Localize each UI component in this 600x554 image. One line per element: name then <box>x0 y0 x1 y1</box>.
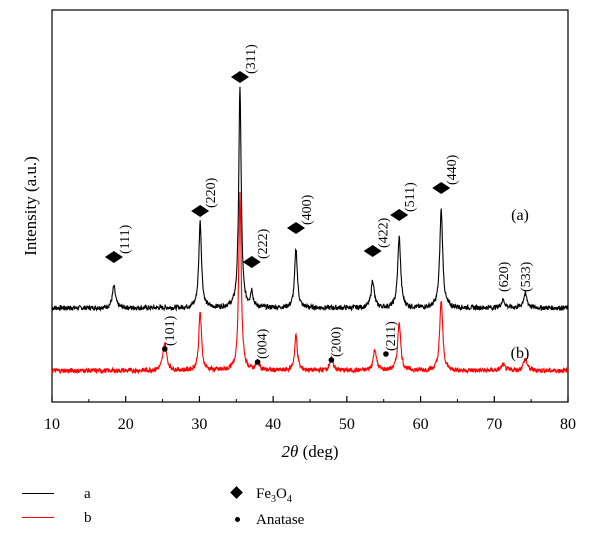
anatase-dot-marker <box>328 357 335 363</box>
series-line-b <box>51 191 569 375</box>
legend-label-a: a <box>84 486 91 502</box>
x-tick-label: 70 <box>486 416 502 433</box>
fe3o4-diamond-marker <box>363 245 382 257</box>
fe3o4-diamond-marker <box>104 251 123 263</box>
fe3o4-diamond-marker <box>390 209 409 221</box>
fe3o4-diamond-marker <box>286 222 305 234</box>
series-line-a <box>51 86 569 312</box>
anatase-dot-marker <box>383 351 389 357</box>
diamond-marker-icon <box>230 486 243 499</box>
peak-label: (440) <box>445 154 460 185</box>
anatase-dot-marker <box>254 359 261 365</box>
peak-label: (200) <box>329 326 344 357</box>
peak-label: (222) <box>256 228 271 259</box>
peak-label: (311) <box>244 44 259 74</box>
legend-label-b: b <box>84 510 92 526</box>
fe3o4-diamond-marker <box>242 256 261 268</box>
peak-label: (620) <box>497 261 512 292</box>
peak-label: (422) <box>377 217 392 248</box>
peak-label: (533) <box>519 261 534 292</box>
x-axis-label: 2θ (deg) <box>282 442 339 460</box>
legend-label-fe3o4: Fe3O4 <box>256 486 292 505</box>
fe3o4-diamond-marker <box>191 205 210 217</box>
peak-label: (004) <box>256 328 271 359</box>
peak-label: (111) <box>118 224 133 254</box>
peak-label: (400) <box>300 194 315 225</box>
fe3o4-diamond-marker <box>432 182 451 194</box>
peak-label: (511) <box>403 182 418 212</box>
anatase-dot-marker <box>161 346 168 352</box>
curve-label-b: (b) <box>511 345 530 362</box>
dot-marker-icon <box>235 517 240 522</box>
legend-line-b <box>22 517 54 518</box>
x-tick-label: 50 <box>339 416 355 433</box>
x-tick-label: 40 <box>265 416 281 433</box>
x-tick-label: 80 <box>560 416 576 433</box>
x-tick-label: 30 <box>191 416 207 433</box>
x-tick-label: 10 <box>44 416 60 433</box>
fe3o4-diamond-marker <box>230 71 249 83</box>
peak-label: (220) <box>204 177 219 208</box>
xrd-chart: 10 20 30 40 50 60 70 80 (111) (220) (311) (222) (40… <box>21 9 576 460</box>
legend-line-a <box>22 493 54 494</box>
curve-label-a: (a) <box>511 207 529 224</box>
x-tick-label: 20 <box>118 416 134 433</box>
y-axis-label: Intensity (a.u.) <box>21 156 40 256</box>
legend-label-anatase: Anatase <box>256 512 305 528</box>
peak-label: (101) <box>163 315 178 346</box>
x-tick-label: 60 <box>413 416 429 433</box>
peak-label: (211) <box>384 321 399 351</box>
